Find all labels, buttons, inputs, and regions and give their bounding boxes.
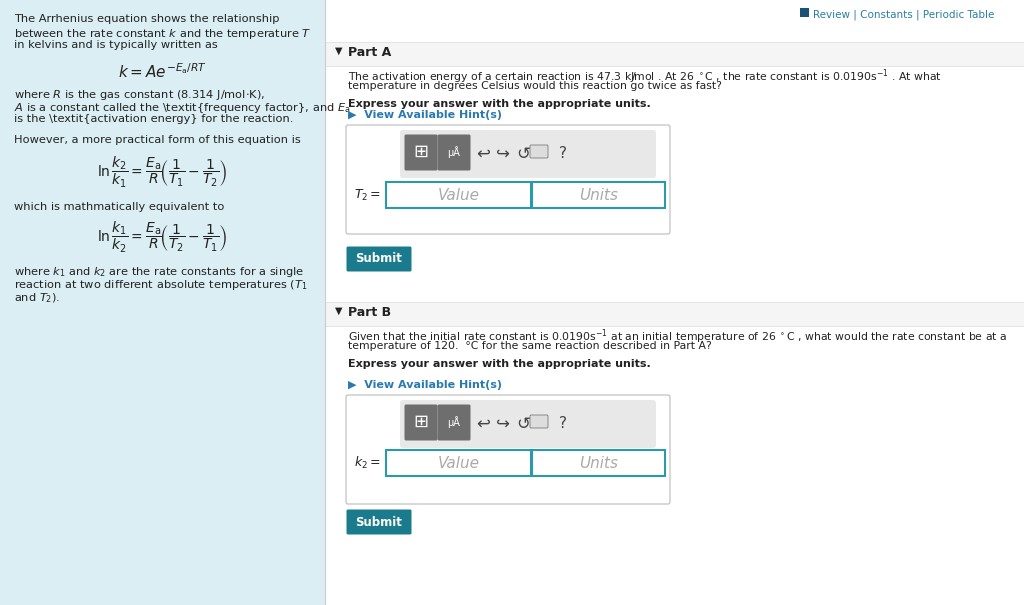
Text: ↺: ↺ bbox=[516, 415, 530, 433]
Text: reaction at two different absolute temperatures ($T_1$: reaction at two different absolute tempe… bbox=[14, 278, 307, 292]
Text: Part B: Part B bbox=[348, 306, 391, 319]
Text: where $R$ is the gas constant (8.314 J/mol$\cdot$K),: where $R$ is the gas constant (8.314 J/m… bbox=[14, 88, 265, 102]
Text: ?: ? bbox=[559, 146, 567, 162]
Text: Express your answer with the appropriate units.: Express your answer with the appropriate… bbox=[348, 99, 650, 109]
Text: ↪: ↪ bbox=[496, 415, 510, 433]
Text: $\ln\dfrac{k_2}{k_1} = \dfrac{E_{\rm a}}{R}\!\left(\dfrac{1}{T_1} - \dfrac{1}{T_: $\ln\dfrac{k_2}{k_1} = \dfrac{E_{\rm a}}… bbox=[97, 155, 227, 190]
Text: Submit: Submit bbox=[355, 515, 402, 529]
FancyBboxPatch shape bbox=[800, 8, 809, 17]
Text: $T_2 =$: $T_2 =$ bbox=[354, 188, 381, 203]
FancyBboxPatch shape bbox=[404, 134, 437, 171]
FancyBboxPatch shape bbox=[532, 182, 665, 208]
Text: Review | Constants | Periodic Table: Review | Constants | Periodic Table bbox=[813, 9, 994, 19]
FancyBboxPatch shape bbox=[325, 302, 1024, 326]
Text: Submit: Submit bbox=[355, 252, 402, 266]
Text: Units: Units bbox=[579, 188, 618, 203]
Text: μÅ: μÅ bbox=[447, 416, 461, 428]
FancyBboxPatch shape bbox=[346, 509, 412, 534]
Text: in kelvins and is typically written as: in kelvins and is typically written as bbox=[14, 40, 218, 50]
Text: $k = Ae^{-E_{\rm a}/RT}$: $k = Ae^{-E_{\rm a}/RT}$ bbox=[118, 62, 207, 80]
FancyBboxPatch shape bbox=[386, 182, 531, 208]
FancyBboxPatch shape bbox=[0, 0, 325, 605]
Text: temperature of 120.  °C for the same reaction described in Part A?: temperature of 120. °C for the same reac… bbox=[348, 341, 712, 351]
Text: ▼: ▼ bbox=[335, 306, 342, 316]
Text: which is mathmatically equivalent to: which is mathmatically equivalent to bbox=[14, 202, 224, 212]
Text: where $k_1$ and $k_2$ are the rate constants for a single: where $k_1$ and $k_2$ are the rate const… bbox=[14, 265, 304, 279]
FancyBboxPatch shape bbox=[400, 400, 656, 448]
Text: ?: ? bbox=[559, 416, 567, 431]
Text: ▼: ▼ bbox=[335, 46, 342, 56]
Text: Given that the initial rate constant is $0.0190{\rm s}^{-1}$ at an initial tempe: Given that the initial rate constant is … bbox=[348, 327, 1008, 345]
Text: temperature in degrees Celsius would this reaction go twice as fast?: temperature in degrees Celsius would thi… bbox=[348, 81, 722, 91]
Text: is the \textit{activation energy} for the reaction.: is the \textit{activation energy} for th… bbox=[14, 114, 293, 124]
Text: The Arrhenius equation shows the relationship: The Arrhenius equation shows the relatio… bbox=[14, 14, 280, 24]
Text: Units: Units bbox=[579, 456, 618, 471]
Text: Part A: Part A bbox=[348, 46, 391, 59]
Text: ↩: ↩ bbox=[476, 415, 489, 433]
FancyBboxPatch shape bbox=[532, 450, 665, 476]
FancyBboxPatch shape bbox=[346, 125, 670, 234]
Text: and $T_2$).: and $T_2$). bbox=[14, 291, 60, 304]
FancyBboxPatch shape bbox=[530, 145, 548, 158]
FancyBboxPatch shape bbox=[386, 450, 531, 476]
FancyBboxPatch shape bbox=[346, 395, 670, 504]
Text: Express your answer with the appropriate units.: Express your answer with the appropriate… bbox=[348, 359, 650, 369]
FancyBboxPatch shape bbox=[404, 405, 437, 440]
FancyBboxPatch shape bbox=[325, 42, 1024, 66]
Text: ↺: ↺ bbox=[516, 145, 530, 163]
Text: $\ln\dfrac{k_1}{k_2} = \dfrac{E_{\rm a}}{R}\!\left(\dfrac{1}{T_2} - \dfrac{1}{T_: $\ln\dfrac{k_1}{k_2} = \dfrac{E_{\rm a}}… bbox=[97, 220, 227, 255]
Text: $A$ is a constant called the \textit{frequency factor}, and $E_{\rm a}$: $A$ is a constant called the \textit{fre… bbox=[14, 101, 350, 115]
Text: ↩: ↩ bbox=[476, 145, 489, 163]
Text: ▶  View Available Hint(s): ▶ View Available Hint(s) bbox=[348, 110, 502, 120]
Text: ↪: ↪ bbox=[496, 145, 510, 163]
Text: ⊞: ⊞ bbox=[414, 143, 429, 161]
Text: The activation energy of a certain reaction is 47.3 kJ$\!/\!$mol . At 26 $^\circ: The activation energy of a certain react… bbox=[348, 67, 942, 85]
FancyBboxPatch shape bbox=[346, 246, 412, 272]
FancyBboxPatch shape bbox=[437, 134, 470, 171]
Text: However, a more practical form of this equation is: However, a more practical form of this e… bbox=[14, 135, 301, 145]
Text: Value: Value bbox=[437, 456, 479, 471]
Text: ▶  View Available Hint(s): ▶ View Available Hint(s) bbox=[348, 380, 502, 390]
Text: between the rate constant $k$ and the temperature $T$: between the rate constant $k$ and the te… bbox=[14, 27, 311, 41]
Text: $k_2 =$: $k_2 =$ bbox=[354, 455, 381, 471]
FancyBboxPatch shape bbox=[530, 415, 548, 428]
Text: Value: Value bbox=[437, 188, 479, 203]
Text: ⊞: ⊞ bbox=[414, 413, 429, 431]
Text: μÅ: μÅ bbox=[447, 146, 461, 158]
FancyBboxPatch shape bbox=[400, 130, 656, 178]
FancyBboxPatch shape bbox=[437, 405, 470, 440]
